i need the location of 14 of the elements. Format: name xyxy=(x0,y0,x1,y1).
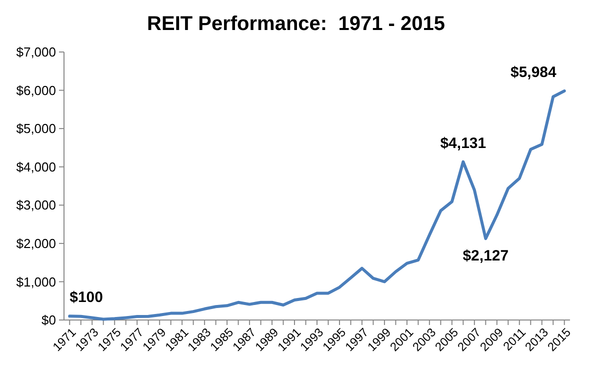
y-tick-label: $2,000 xyxy=(16,236,56,251)
y-tick-label: $5,000 xyxy=(16,121,56,136)
y-tick-label: $1,000 xyxy=(16,274,56,290)
y-tick-label: $6,000 xyxy=(16,82,56,98)
annotation: $100 xyxy=(70,289,103,306)
y-tick-label: $3,000 xyxy=(16,198,56,213)
annotation: $2,127 xyxy=(462,248,509,265)
chart-title: REIT Performance: 1971 - 2015 xyxy=(147,13,445,35)
line-series xyxy=(68,89,566,321)
annotation: $4,131 xyxy=(440,134,486,152)
annotation: $5,984 xyxy=(510,64,558,81)
y-tick-label: $7,000 xyxy=(16,44,56,60)
y-tick-label: $4,000 xyxy=(16,159,56,174)
y-tick-label: $0 xyxy=(42,312,56,328)
